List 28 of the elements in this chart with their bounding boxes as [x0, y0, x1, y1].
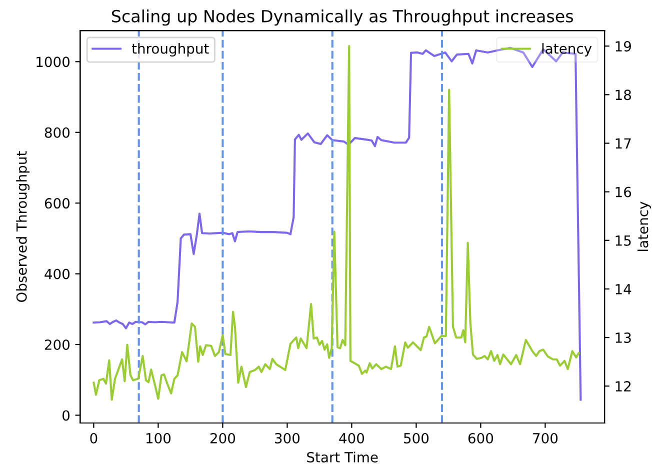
x-tick-label: 300 [275, 432, 300, 444]
x-tick-label: 0 [90, 432, 98, 444]
y-tick-label: 400 [44, 268, 70, 280]
x-tick-label: 700 [533, 432, 558, 444]
y2-tick-label: 17 [616, 138, 631, 149]
x-tick-label: 600 [468, 432, 494, 444]
x-tick-label: 100 [146, 432, 171, 444]
x-tick-label: 400 [339, 432, 364, 444]
x-tick-label: 500 [404, 432, 429, 444]
y2-tick-label: 14 [616, 284, 632, 294]
y-tick-label: 600 [44, 198, 70, 209]
y2-tick-label: 19 [616, 41, 631, 52]
y2-tick-label: 16 [616, 186, 632, 198]
y2-tick-label: 12 [616, 381, 631, 392]
y2-axis-title: latency [637, 202, 651, 251]
y2-tick-label: 13 [616, 332, 631, 343]
y-tick-label: 0 [62, 410, 70, 421]
legend-label: latency [542, 43, 592, 56]
y-axis-title: Observed Throughput [16, 151, 30, 302]
y2-tick-label: 15 [616, 236, 631, 246]
chart-title: Scaling up Nodes Dynamically as Throughput increases [112, 10, 573, 26]
y2-tick-label: 18 [616, 90, 631, 100]
x-tick-label: 200 [210, 432, 236, 444]
y-tick-label: 200 [44, 339, 70, 350]
x-axis-title: Start Time [307, 452, 378, 462]
y-tick-label: 1000 [36, 56, 70, 68]
y-tick-label: 800 [44, 127, 70, 138]
legend-label: throughput [132, 43, 209, 56]
